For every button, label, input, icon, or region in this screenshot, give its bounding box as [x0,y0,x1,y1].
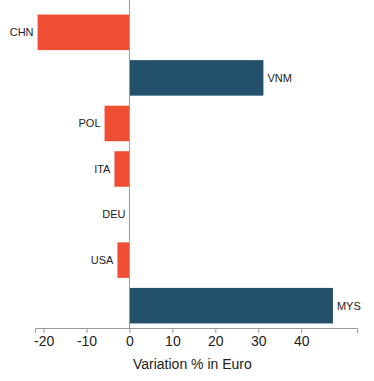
category-label: VNM [267,72,291,84]
bar [114,151,129,187]
tick-label: 0 [126,333,134,349]
tick-label: 40 [294,333,310,349]
tick: 40 [294,328,310,349]
tick: -10 [77,328,97,349]
bar [105,106,130,142]
tick: 0 [126,328,134,349]
zero-line [129,0,130,328]
axis-title: Variation % in Euro [133,356,252,372]
bar-labels: CHN VNM POL ITA DEU USA MYS [10,26,361,311]
tick-label: 20 [208,333,224,349]
tick-label: -20 [34,333,54,349]
tick-label: 30 [251,333,267,349]
tick-label: -10 [77,333,97,349]
category-label: DEU [102,208,125,220]
tick: 10 [165,328,181,349]
tick: 20 [208,328,224,349]
bar [117,242,129,278]
bars [38,15,333,324]
tick-label: 10 [165,333,181,349]
category-label: CHN [10,26,34,38]
tick: 30 [251,328,267,349]
category-label: USA [91,254,114,266]
category-label: ITA [94,163,111,175]
x-axis: -20 -10 0 10 20 30 40 [34,328,358,349]
bar [129,60,263,96]
category-label: MYS [337,300,361,312]
bar [38,15,130,51]
tick: -20 [34,328,54,349]
chart: CHN VNM POL ITA DEU USA MYS -20 -10 0 10 20 30 40 Vari… [0,0,374,381]
bar [129,288,333,324]
category-label: POL [79,117,101,129]
